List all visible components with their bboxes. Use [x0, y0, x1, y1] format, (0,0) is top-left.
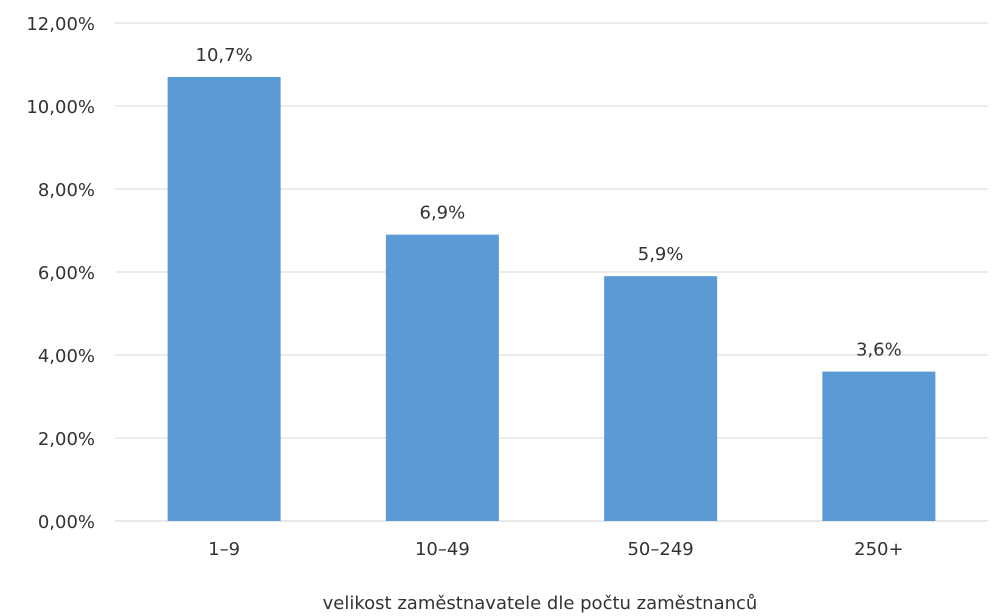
x-tick-label: 50–249: [627, 539, 693, 560]
y-tick-label: 8,00%: [38, 180, 95, 201]
bar: [167, 76, 281, 521]
x-axis-title: velikost zaměstnavatele dle počtu zaměst…: [323, 593, 758, 614]
bars-layer: [167, 76, 936, 521]
y-tick-label: 6,00%: [38, 263, 95, 284]
x-tick-label: 250+: [854, 539, 903, 560]
y-tick-label: 12,00%: [26, 14, 95, 35]
y-tick-label: 4,00%: [38, 346, 95, 367]
data-label: 6,9%: [420, 203, 466, 224]
data-label: 10,7%: [196, 45, 253, 66]
x-axis-ticks: 1–9 10–49 50–249 250+: [208, 539, 903, 560]
y-axis-ticks: 0,00% 2,00% 4,00% 6,00% 8,00% 10,00% 12,00%: [26, 14, 95, 533]
x-tick-label: 10–49: [415, 539, 470, 560]
data-label: 5,9%: [638, 244, 684, 265]
y-tick-label: 10,00%: [26, 97, 95, 118]
data-label: 3,6%: [856, 340, 902, 361]
data-labels: 10,7% 6,9% 5,9% 3,6%: [196, 45, 902, 361]
x-tick-label: 1–9: [208, 539, 240, 560]
y-tick-label: 0,00%: [38, 512, 95, 533]
bar: [385, 234, 499, 521]
y-tick-label: 2,00%: [38, 429, 95, 450]
bar: [822, 371, 936, 521]
bar: [604, 276, 718, 521]
